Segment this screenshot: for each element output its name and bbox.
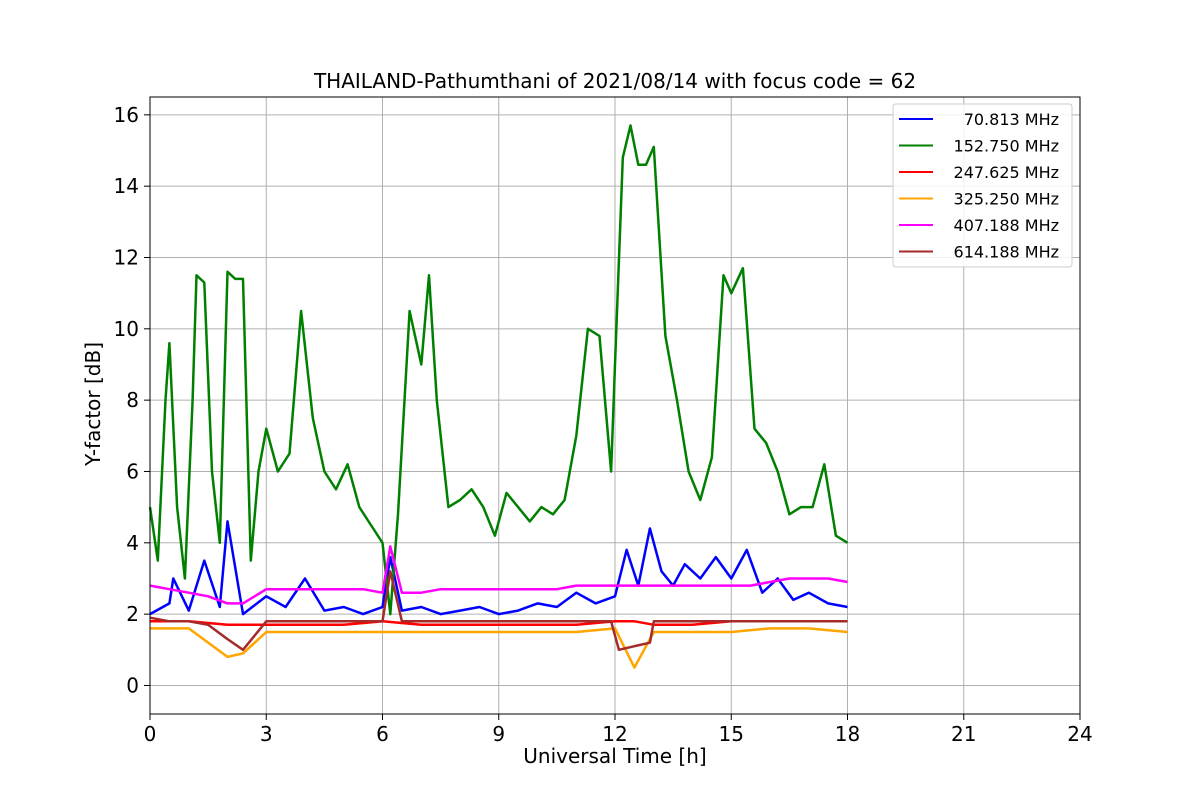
- y-tick-label: 6: [126, 459, 139, 483]
- x-tick-label: 0: [144, 722, 157, 746]
- y-tick-label: 8: [126, 388, 139, 412]
- legend-label: 70.813 MHz: [964, 110, 1059, 129]
- y-tick-label: 14: [114, 174, 139, 198]
- legend-label: 325.250 MHz: [954, 190, 1059, 209]
- legend: 70.813 MHz 152.750 MHz 247.625 MHz 325.250 …: [892, 103, 1073, 268]
- chart-title: THAILAND-Pathumthani of 2021/08/14 with …: [313, 69, 916, 93]
- y-axis-label: Y-factor [dB]: [81, 342, 105, 467]
- y-tick-label: 4: [126, 531, 139, 555]
- x-axis-label: Universal Time [h]: [523, 744, 706, 768]
- x-tick-label: 18: [835, 722, 860, 746]
- series-line-4: [149, 545, 848, 605]
- x-tick-label: 6: [376, 722, 389, 746]
- y-tick-label: 12: [114, 245, 139, 269]
- series-line-0: [149, 520, 848, 616]
- x-tick-label: 24: [1067, 722, 1092, 746]
- series-line-1: [148, 124, 849, 616]
- series-lines: [148, 124, 849, 669]
- legend-box: [892, 103, 1073, 268]
- legend-label: 247.625 MHz: [954, 163, 1059, 182]
- legend-label: 614.188 MHz: [954, 243, 1059, 262]
- x-tick-label: 9: [492, 722, 505, 746]
- series-line-5: [149, 570, 848, 652]
- y-tick-label: 0: [126, 673, 139, 697]
- x-tick-label: 3: [260, 722, 273, 746]
- y-tick-label: 2: [126, 602, 139, 626]
- x-tick-label: 21: [951, 722, 976, 746]
- y-tick-label: 10: [114, 317, 139, 341]
- y-tick-label: 16: [114, 103, 139, 127]
- series-line-3: [150, 627, 848, 669]
- legend-label: 407.188 MHz: [954, 216, 1059, 235]
- x-tick-label: 15: [719, 722, 744, 746]
- legend-label: 152.750 MHz: [954, 137, 1059, 156]
- x-tick-label: 12: [602, 722, 627, 746]
